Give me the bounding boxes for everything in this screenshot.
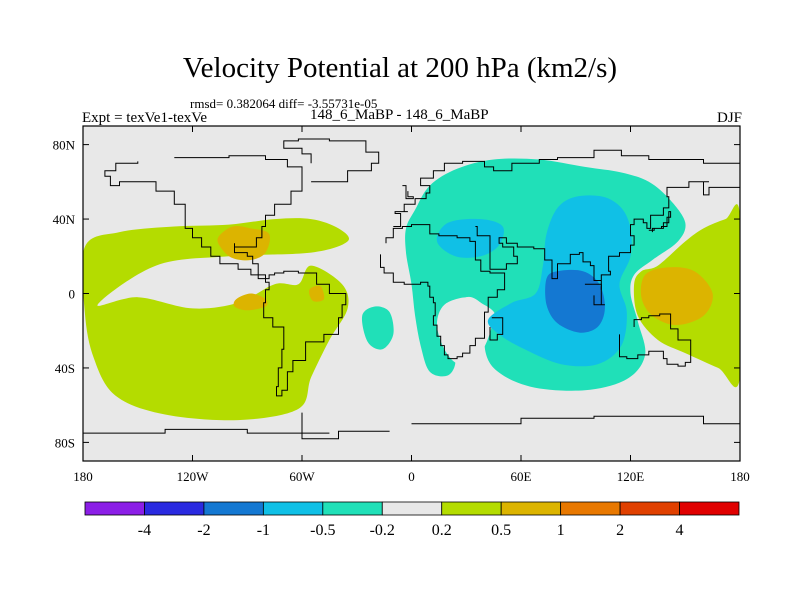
colorbar-swatch: [381, 501, 443, 516]
colorbar-swatch: [84, 501, 145, 516]
y-tick-label: 80S: [55, 435, 75, 450]
contour-africa-negative-lobe: [436, 296, 493, 365]
colorbar-swatch: [500, 501, 562, 516]
colorbar-label: 0.2: [432, 522, 452, 539]
x-tick-label: 180: [73, 469, 93, 484]
axis-ticks: 180 120W 60W 0 60E 120E 180 80N 40N 0 40S 80S: [53, 126, 750, 484]
x-tick-label: 180: [730, 469, 750, 484]
coastline-2: [283, 138, 380, 183]
coastline-8: [584, 283, 605, 306]
colorbar-label: 2: [616, 522, 624, 539]
colorbar-label: -4: [138, 522, 151, 539]
coastline-4: [380, 224, 506, 360]
coastlines: [83, 138, 740, 440]
x-tick-label: 120W: [177, 469, 210, 484]
x-tick-label: 60E: [511, 469, 532, 484]
coastline-13: [301, 412, 390, 440]
colorbar-label: -2: [197, 522, 210, 539]
contour-fields: [83, 158, 740, 421]
colorbar-swatch: [203, 501, 264, 516]
x-tick-label: 60W: [289, 469, 315, 484]
coastline-5: [475, 172, 740, 290]
x-tick-label: 120E: [617, 469, 645, 484]
coastline-12: [411, 415, 740, 439]
y-tick-label: 40S: [55, 361, 75, 376]
colorbar: -4 -2 -1 -0.5 -0.2 0.2 0.5 1 2 4: [84, 501, 740, 539]
contour-west-core-a: [217, 225, 271, 261]
colorbar-label: 1: [557, 522, 565, 539]
contour-small-negative-blob: [361, 306, 394, 350]
colorbar-swatch: [619, 501, 680, 516]
coastline-3: [393, 149, 740, 227]
contour-west-core-c: [308, 285, 325, 302]
coastline-9: [648, 211, 672, 233]
colorbar-swatch: [560, 501, 621, 516]
experiment-label: Expt = texVe1-texVe: [82, 110, 208, 126]
colorbar-swatch: [679, 501, 740, 516]
coastline-7: [619, 313, 692, 367]
colorbar-label: 4: [676, 522, 684, 539]
coastline-10: [402, 185, 414, 200]
season-label: DJF: [716, 110, 742, 126]
x-tick-label: 0: [408, 469, 415, 484]
y-tick-label: 80N: [53, 138, 76, 153]
colorbar-swatch: [322, 501, 383, 516]
contour-east-core: [640, 267, 713, 326]
stats-line: rmsd= 0.382064 diff= -3.55731e-05: [190, 96, 378, 111]
colorbar-label: -1: [257, 522, 270, 539]
colorbar-label: -0.5: [310, 522, 335, 539]
colorbar-label: 0.5: [491, 522, 511, 539]
colorbar-swatch: [262, 501, 324, 516]
chart-subtitle: 148_6_MaBP - 148_6_MaBP: [310, 107, 489, 123]
colorbar-swatch: [441, 501, 502, 516]
coastline-1: [104, 155, 347, 397]
coastline-6: [489, 317, 504, 341]
colorbar-swatch: [144, 501, 205, 516]
contour-west-positive: [83, 218, 349, 421]
chart-title: Velocity Potential at 200 hPa (km2/s): [182, 52, 618, 84]
coastline-11: [83, 428, 330, 439]
contour-negative-strong: [545, 269, 605, 333]
y-tick-label: 40N: [53, 212, 76, 227]
y-tick-label: 0: [69, 287, 76, 302]
contour-west-core-b: [233, 293, 268, 311]
colorbar-label: -0.2: [370, 522, 395, 539]
